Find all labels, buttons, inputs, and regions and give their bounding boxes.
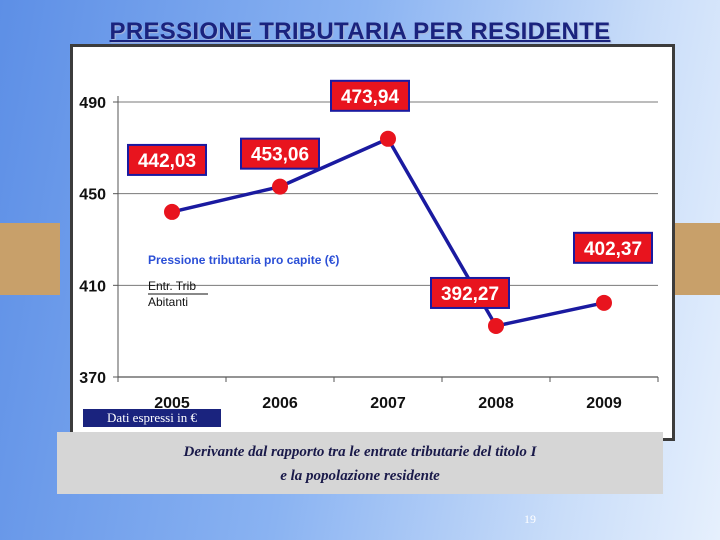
note-box: Derivante dal rapporto tra le entrate tr… — [57, 432, 663, 494]
line-chart: 370 410 450 490 2005 2006 2007 2008 2009 Pressi… — [79, 79, 659, 412]
series-line — [171, 137, 605, 328]
data-label-text-2006: 453,06 — [251, 145, 309, 166]
formula-numerator: Entr. Trib — [148, 279, 196, 293]
x-tick-label-2006: 2006 — [262, 395, 298, 412]
data-label-box-2005 — [127, 143, 207, 176]
x-tick-labels: 2005 2006 2007 2008 2009 — [154, 395, 622, 412]
data-label-text-2007: 473,94 — [341, 87, 400, 108]
data-label-2005: 442,03 — [127, 143, 207, 176]
x-tick-label-2005: 2005 — [154, 395, 190, 412]
axes — [113, 96, 659, 382]
page-number: 19 — [524, 512, 536, 526]
note-line-2: e la popolazione residente — [280, 468, 440, 484]
series-line-path — [171, 137, 605, 328]
x-tick-label-2008: 2008 — [478, 395, 514, 412]
formula-denominator: Abitanti — [148, 295, 188, 309]
note-line-1: Derivante dal rapporto tra le entrate tr… — [183, 444, 537, 460]
data-label-text-2005: 442,03 — [138, 151, 196, 172]
y-tick-label-370: 370 — [79, 370, 106, 387]
data-point-2007 — [380, 130, 396, 147]
data-label-text-2008: 392,27 — [441, 284, 499, 305]
data-label-2007: 473,94 — [330, 79, 410, 112]
chart-subtitle: Pressione tributaria pro capite (€) — [148, 253, 339, 267]
slide-title: PRESSIONE TRIBUTARIA PER RESIDENTE — [109, 18, 611, 45]
data-point-2005 — [164, 203, 180, 220]
y-tick-label-450: 450 — [79, 187, 106, 204]
data-label-2006: 453,06 — [240, 137, 320, 170]
data-label-text-2009: 402,37 — [584, 239, 642, 260]
data-label-2008: 392,27 — [430, 276, 510, 309]
unit-badge: Dati espressi in € — [82, 408, 222, 428]
data-point-2008 — [488, 317, 504, 334]
series-markers — [164, 130, 612, 334]
data-label-box-2008 — [430, 276, 510, 309]
x-tick-label-2009: 2009 — [586, 395, 622, 412]
data-point-2009 — [596, 294, 612, 311]
data-label-box-2009 — [573, 231, 653, 264]
data-label-2009: 402,37 — [573, 231, 653, 264]
y-tick-label-410: 410 — [79, 278, 106, 295]
data-label-box-2006 — [240, 137, 320, 170]
left-accent-band — [0, 223, 60, 295]
y-tick-labels: 370 410 450 490 — [79, 95, 106, 387]
chart-frame: 370 410 450 490 2005 2006 2007 2008 2009 Pressi… — [70, 44, 675, 441]
data-labels: 442,03 453,06 473,94 392,27 402,37 — [127, 79, 653, 309]
data-point-2006 — [272, 178, 288, 195]
x-tick-label-2007: 2007 — [370, 395, 406, 412]
y-tick-label-490: 490 — [79, 95, 106, 112]
note-text: Derivante dal rapporto tra le entrate tr… — [57, 440, 663, 488]
data-label-box-2007 — [330, 79, 410, 112]
